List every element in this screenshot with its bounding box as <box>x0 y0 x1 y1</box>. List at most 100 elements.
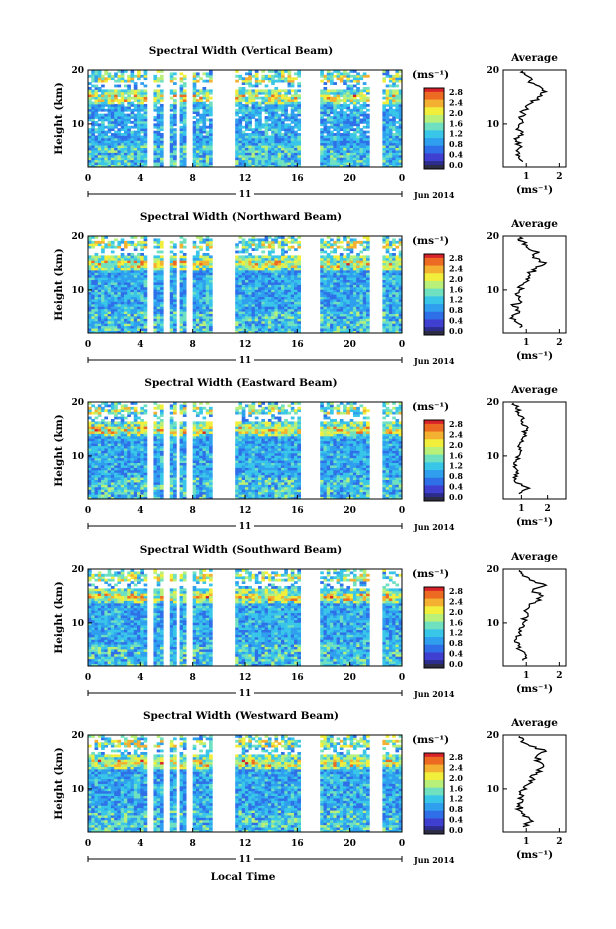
heatmap-cell <box>123 145 128 148</box>
heatmap-cell <box>130 252 135 256</box>
heatmap-cell <box>192 274 197 278</box>
heatmap-cell <box>110 282 115 285</box>
heatmap-cell <box>137 265 141 268</box>
heatmap-cell <box>91 265 95 268</box>
heatmap-cell <box>182 262 187 266</box>
heatmap-cell <box>346 328 351 331</box>
heatmap-cell <box>88 260 92 264</box>
heatmap-cell <box>366 120 370 124</box>
heatmap-cell <box>366 308 370 312</box>
heatmap-cell <box>120 328 125 331</box>
heatmap-cell <box>398 289 403 293</box>
heatmap-cell <box>245 77 249 81</box>
heatmap-cell <box>199 150 203 153</box>
heatmap-cell <box>173 120 177 124</box>
heatmap-cell <box>182 154 187 158</box>
heatmap-cell <box>137 128 141 132</box>
heatmap-cell <box>156 162 161 165</box>
heatmap-cell <box>388 120 393 124</box>
heatmap-cell <box>362 320 367 324</box>
heatmap-cell <box>97 279 102 283</box>
heatmap-cell <box>251 323 256 327</box>
heatmap-cell <box>277 72 282 76</box>
heatmap-cell <box>205 257 210 261</box>
heatmap-cell <box>205 157 210 161</box>
heatmap-cell <box>130 306 135 310</box>
heatmap-cell <box>388 133 393 136</box>
heatmap-cell <box>245 99 249 102</box>
heatmap-cell <box>385 323 390 327</box>
heatmap-cell <box>238 94 243 98</box>
heatmap-cell <box>297 103 301 107</box>
heatmap-cell <box>199 120 203 124</box>
heatmap-cell <box>140 330 144 334</box>
heatmap-cell <box>110 269 115 273</box>
heatmap-cell <box>182 120 187 124</box>
heatmap-cell <box>362 294 367 298</box>
heatmap-cell <box>343 125 347 129</box>
heatmap-cell <box>320 294 324 298</box>
heatmap-cell <box>248 255 252 259</box>
heatmap-cell <box>294 72 298 76</box>
heatmap-cell <box>192 103 197 107</box>
heatmap-cell <box>114 267 118 271</box>
heatmap-cell <box>133 74 138 78</box>
heatmap-cell <box>284 96 288 100</box>
heatmap-cell <box>388 323 393 327</box>
heatmap-cell <box>104 303 109 307</box>
heatmap-cell <box>117 162 122 165</box>
heatmap-cell <box>182 291 187 295</box>
heatmap-cell <box>385 120 390 124</box>
heatmap-cell <box>323 96 328 100</box>
heatmap-cell <box>130 320 135 324</box>
heatmap-cell <box>179 245 184 249</box>
heatmap-cell <box>346 106 351 110</box>
heatmap-cell <box>271 164 275 168</box>
heatmap-cell <box>333 164 337 168</box>
heatmap-cell <box>343 79 347 83</box>
heatmap-cell <box>241 308 246 312</box>
heatmap-cell <box>323 245 328 249</box>
heatmap-cell <box>323 94 328 98</box>
heatmap-cell <box>336 77 341 81</box>
heatmap-cell <box>169 289 174 293</box>
heatmap-cell <box>385 103 390 107</box>
heatmap-cell <box>267 94 272 98</box>
colorbar-step <box>424 128 444 131</box>
heatmap-cell <box>101 284 105 288</box>
heatmap-cell <box>261 325 266 329</box>
heatmap-cell <box>202 118 207 122</box>
heatmap-cell <box>195 108 200 112</box>
heatmap-cell <box>366 323 370 327</box>
heatmap-cell <box>205 142 210 146</box>
heatmap-cell <box>137 159 141 163</box>
heatmap-cell <box>156 325 161 329</box>
heatmap-cell <box>254 91 259 95</box>
heatmap-cell <box>91 147 95 151</box>
heatmap-cell <box>209 308 213 312</box>
heatmap-cell <box>349 277 354 281</box>
heatmap-cell <box>323 123 328 127</box>
heatmap-cell <box>137 77 141 81</box>
heatmap-cell <box>101 99 105 102</box>
heatmap-cell <box>251 152 256 156</box>
heatmap-cell <box>290 255 295 259</box>
heatmap-cell <box>274 145 279 148</box>
heatmap-cell <box>388 142 393 146</box>
heatmap-cell <box>326 130 331 134</box>
heatmap-cell <box>267 108 272 112</box>
heatmap-cell <box>366 140 370 144</box>
heatmap-cell <box>88 113 92 117</box>
heatmap-cell <box>326 154 331 158</box>
heatmap-cell <box>254 79 259 83</box>
heatmap-cell <box>339 301 344 305</box>
heatmap-cell <box>107 157 112 161</box>
heatmap-cell <box>330 79 334 83</box>
heatmap-cell <box>173 111 177 115</box>
heatmap-cell <box>91 284 95 288</box>
heatmap-cell <box>251 142 256 146</box>
heatmap-cell <box>258 106 262 110</box>
heatmap-cell <box>101 328 105 331</box>
heatmap-cell <box>123 330 128 334</box>
heatmap-cell <box>349 313 354 317</box>
